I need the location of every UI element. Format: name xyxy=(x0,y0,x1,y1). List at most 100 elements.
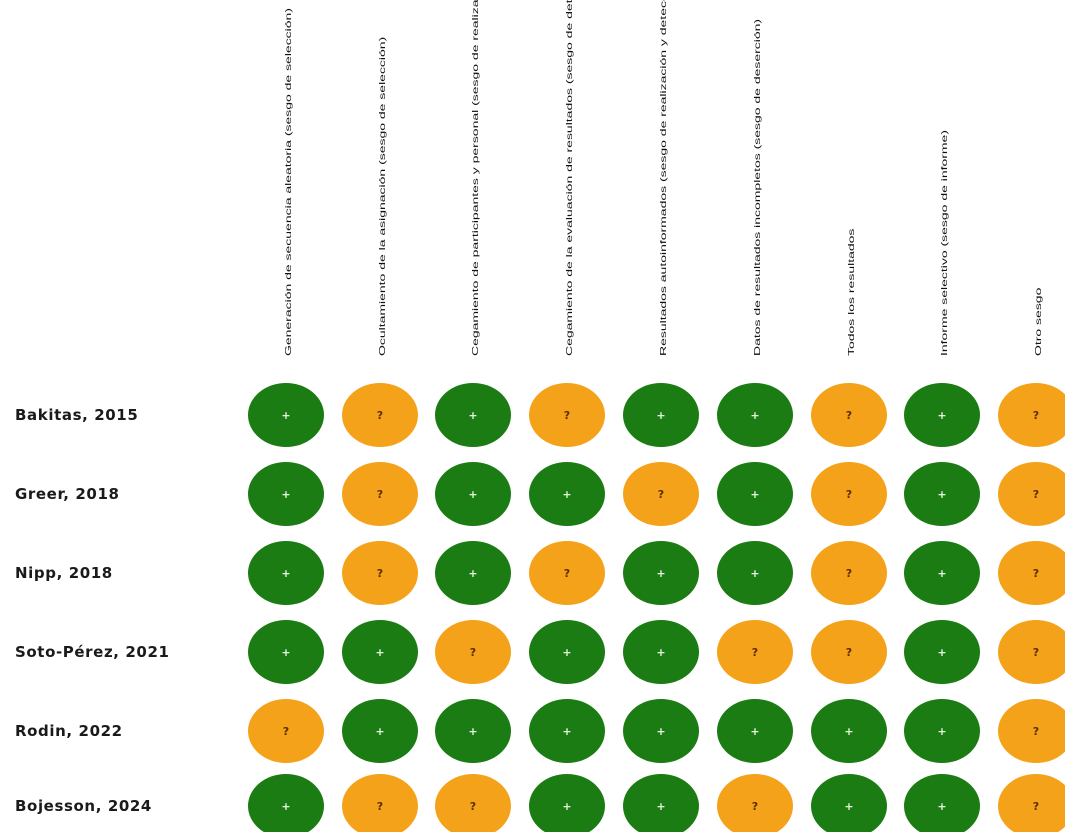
low-risk-circle xyxy=(904,541,980,605)
judgement-symbol: + xyxy=(844,725,853,738)
low-risk-circle xyxy=(811,699,887,763)
judgement-symbol: + xyxy=(375,725,384,738)
judgement-symbol: + xyxy=(750,725,759,738)
study-label: Bojesson, 2024 xyxy=(15,797,152,815)
low-risk-judgement: + xyxy=(623,620,699,684)
unclear-risk-judgement: ? xyxy=(811,620,887,684)
judgement-symbol: + xyxy=(281,646,290,659)
judgement-symbol: + xyxy=(562,725,571,738)
low-risk-judgement: + xyxy=(717,699,793,763)
unclear-risk-circle xyxy=(998,699,1065,763)
judgement-symbol: + xyxy=(844,800,853,813)
unclear-risk-judgement: ? xyxy=(998,383,1065,447)
low-risk-circle xyxy=(904,620,980,684)
unclear-risk-circle xyxy=(811,383,887,447)
low-risk-circle xyxy=(904,462,980,526)
judgement-symbol: + xyxy=(468,409,477,422)
domain-header: Otro sesgo xyxy=(1034,288,1044,356)
low-risk-judgement: + xyxy=(529,774,605,832)
judgement-symbol: + xyxy=(937,409,946,422)
low-risk-circle xyxy=(529,699,605,763)
judgement-symbol: ? xyxy=(377,409,383,422)
judgement-symbol: ? xyxy=(377,800,383,813)
unclear-risk-judgement: ? xyxy=(529,383,605,447)
low-risk-circle xyxy=(529,620,605,684)
judgement-symbol: + xyxy=(937,567,946,580)
judgement-symbol: + xyxy=(937,800,946,813)
judgement-symbol: ? xyxy=(846,409,852,422)
low-risk-circle xyxy=(435,462,511,526)
low-risk-circle xyxy=(248,383,324,447)
low-risk-judgement: + xyxy=(717,383,793,447)
unclear-risk-circle xyxy=(998,774,1065,832)
low-risk-circle xyxy=(342,620,418,684)
judgement-symbol: + xyxy=(281,800,290,813)
unclear-risk-judgement: ? xyxy=(342,383,418,447)
unclear-risk-circle xyxy=(342,541,418,605)
unclear-risk-circle xyxy=(717,774,793,832)
judgement-symbol: ? xyxy=(846,488,852,501)
low-risk-judgement: + xyxy=(717,462,793,526)
low-risk-judgement: + xyxy=(623,541,699,605)
judgement-symbol: + xyxy=(281,409,290,422)
judgement-symbol: ? xyxy=(470,646,476,659)
low-risk-judgement: + xyxy=(904,383,980,447)
unclear-risk-judgement: ? xyxy=(998,462,1065,526)
judgement-symbol: + xyxy=(562,800,571,813)
judgement-symbol: ? xyxy=(752,800,758,813)
low-risk-circle xyxy=(623,699,699,763)
domain-header: Ocultamiento de la asignación (sesgo de … xyxy=(378,37,388,356)
low-risk-judgement: + xyxy=(529,462,605,526)
judgement-symbol: ? xyxy=(283,725,289,738)
domain-header: Resultados autoinformados (sesgo de real… xyxy=(659,0,669,356)
low-risk-circle xyxy=(435,541,511,605)
unclear-risk-judgement: ? xyxy=(435,774,511,832)
low-risk-judgement: + xyxy=(904,620,980,684)
domain-header: Generación de secuencia aleatoria (sesgo… xyxy=(284,8,294,356)
low-risk-circle xyxy=(623,774,699,832)
low-risk-circle xyxy=(342,699,418,763)
low-risk-judgement: + xyxy=(904,699,980,763)
judgement-symbol: + xyxy=(468,567,477,580)
unclear-risk-judgement: ? xyxy=(717,620,793,684)
judgement-symbol: ? xyxy=(564,409,570,422)
low-risk-judgement: + xyxy=(248,383,324,447)
domain-header: Informe selectivo (sesgo de informe) xyxy=(940,130,950,356)
judgement-symbol: + xyxy=(562,646,571,659)
low-risk-circle xyxy=(811,774,887,832)
low-risk-circle xyxy=(435,383,511,447)
unclear-risk-judgement: ? xyxy=(811,383,887,447)
judgement-symbol: + xyxy=(656,646,665,659)
judgement-symbol: ? xyxy=(846,567,852,580)
unclear-risk-judgement: ? xyxy=(998,699,1065,763)
low-risk-judgement: + xyxy=(435,699,511,763)
study-label: Bakitas, 2015 xyxy=(15,406,138,424)
low-risk-judgement: + xyxy=(529,620,605,684)
unclear-risk-circle xyxy=(998,541,1065,605)
judgement-symbol: + xyxy=(281,488,290,501)
judgement-symbol: ? xyxy=(564,567,570,580)
study-label: Rodin, 2022 xyxy=(15,722,123,740)
domain-header: Cegamiento de la evaluación de resultado… xyxy=(565,0,575,356)
low-risk-circle xyxy=(248,462,324,526)
unclear-risk-circle xyxy=(717,620,793,684)
low-risk-judgement: + xyxy=(248,774,324,832)
domain-headers: Generación de secuencia aleatoria (sesgo… xyxy=(284,0,1044,356)
judgement-symbol: ? xyxy=(377,567,383,580)
unclear-risk-judgement: ? xyxy=(998,774,1065,832)
low-risk-circle xyxy=(529,774,605,832)
unclear-risk-judgement: ? xyxy=(529,541,605,605)
judgement-symbol: + xyxy=(750,567,759,580)
judgement-symbol: ? xyxy=(752,646,758,659)
low-risk-circle xyxy=(717,462,793,526)
low-risk-circle xyxy=(248,541,324,605)
unclear-risk-circle xyxy=(529,383,605,447)
unclear-risk-circle xyxy=(998,620,1065,684)
unclear-risk-judgement: ? xyxy=(342,774,418,832)
low-risk-circle xyxy=(717,699,793,763)
unclear-risk-circle xyxy=(998,383,1065,447)
low-risk-circle xyxy=(904,383,980,447)
judgement-symbol: ? xyxy=(1033,725,1039,738)
judgement-symbol: + xyxy=(656,409,665,422)
low-risk-judgement: + xyxy=(248,462,324,526)
